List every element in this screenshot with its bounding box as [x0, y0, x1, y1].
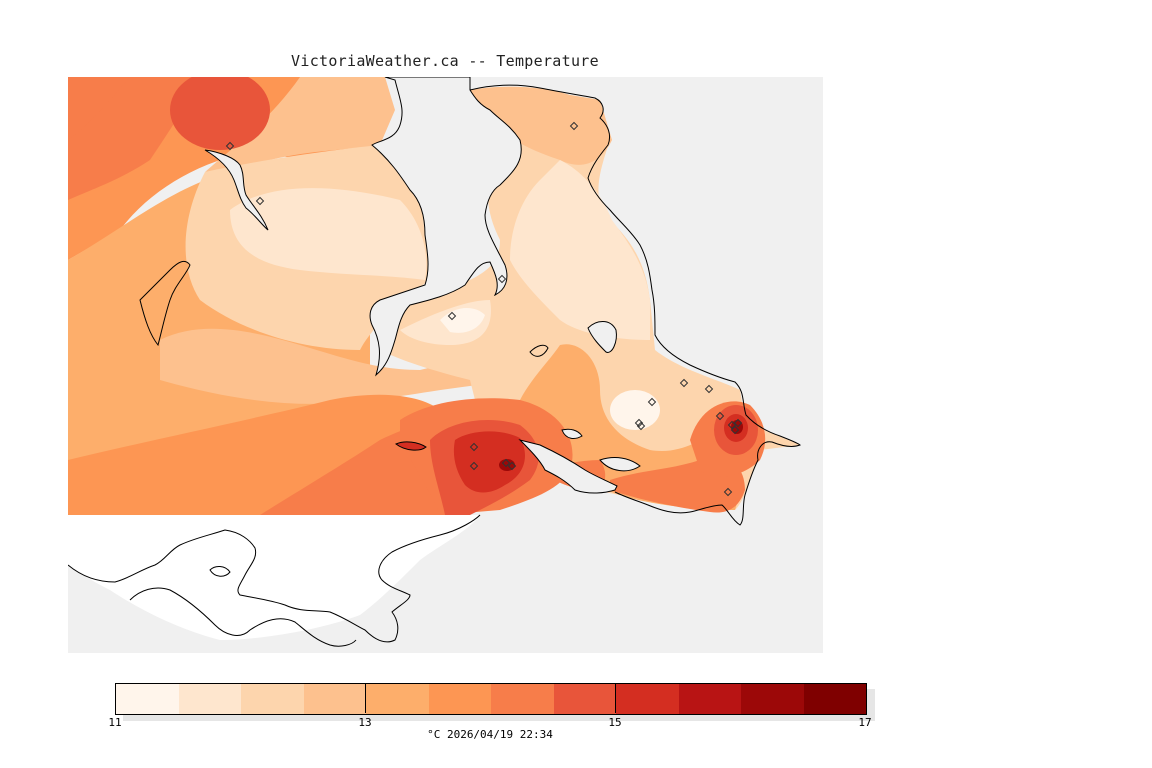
harbour-inlet	[518, 439, 618, 494]
colorbar-tick-label: 17	[858, 716, 872, 729]
coast-east	[469, 84, 801, 526]
station-marker[interactable]	[507, 461, 517, 471]
colorbar-swatch	[303, 684, 366, 714]
colorbar-tick-label: 15	[608, 716, 622, 729]
island-mid	[529, 344, 549, 357]
station-marker[interactable]	[501, 458, 511, 468]
station-marker[interactable]	[730, 425, 740, 435]
colorbar-swatch	[116, 684, 179, 714]
station-marker[interactable]	[715, 411, 725, 421]
station-marker[interactable]	[733, 418, 743, 428]
colorbar-swatch	[553, 684, 616, 714]
colorbar-caption: °C 2026/04/19 22:34	[427, 728, 553, 741]
colorbar-swatch	[366, 684, 429, 714]
colorbar-swatch	[803, 684, 866, 714]
station-marker[interactable]	[723, 487, 733, 497]
coast-south-island	[129, 587, 357, 647]
colorbar-tick-mark	[615, 683, 616, 713]
inlet-saanich	[204, 149, 269, 231]
temperature-field-west	[68, 77, 560, 516]
station-marker[interactable]	[225, 141, 235, 151]
station-marker[interactable]	[634, 418, 644, 428]
temperature-field-south	[400, 398, 573, 515]
station-marker[interactable]	[469, 461, 479, 471]
station-marker[interactable]	[255, 196, 265, 206]
colorbar-swatch	[678, 684, 741, 714]
station-marker[interactable]	[569, 121, 579, 131]
station-marker[interactable]	[636, 421, 646, 431]
island-lake	[587, 321, 617, 353]
station-marker[interactable]	[469, 442, 479, 452]
colorbar-swatch	[178, 684, 241, 714]
colorbar-tick-label: 13	[358, 716, 372, 729]
colorbar-tick-mark	[365, 683, 366, 713]
station-marker[interactable]	[497, 274, 507, 284]
inlet-north	[369, 77, 522, 377]
colorbar-swatch	[241, 684, 304, 714]
map-title: VictoriaWeather.ca -- Temperature	[291, 52, 599, 70]
station-markers	[225, 121, 743, 497]
colorbar-swatch	[428, 684, 491, 714]
station-marker[interactable]	[727, 420, 737, 430]
land-mask-south	[68, 515, 480, 640]
station-marker[interactable]	[647, 397, 657, 407]
island-lake-2	[561, 428, 583, 439]
island-west	[139, 260, 191, 347]
colorbar-swatch	[491, 684, 554, 714]
temperature-colorbar	[115, 683, 867, 715]
island-lake-3	[599, 457, 641, 472]
island-south	[395, 441, 427, 451]
station-marker[interactable]	[679, 378, 689, 388]
station-marker[interactable]	[447, 311, 457, 321]
coast-south	[68, 514, 481, 643]
colorbar-swatch	[741, 684, 804, 714]
colorbar-swatch	[616, 684, 679, 714]
coast-south-small	[209, 566, 231, 577]
station-marker[interactable]	[704, 384, 714, 394]
colorbar-tick-label: 11	[108, 716, 122, 729]
